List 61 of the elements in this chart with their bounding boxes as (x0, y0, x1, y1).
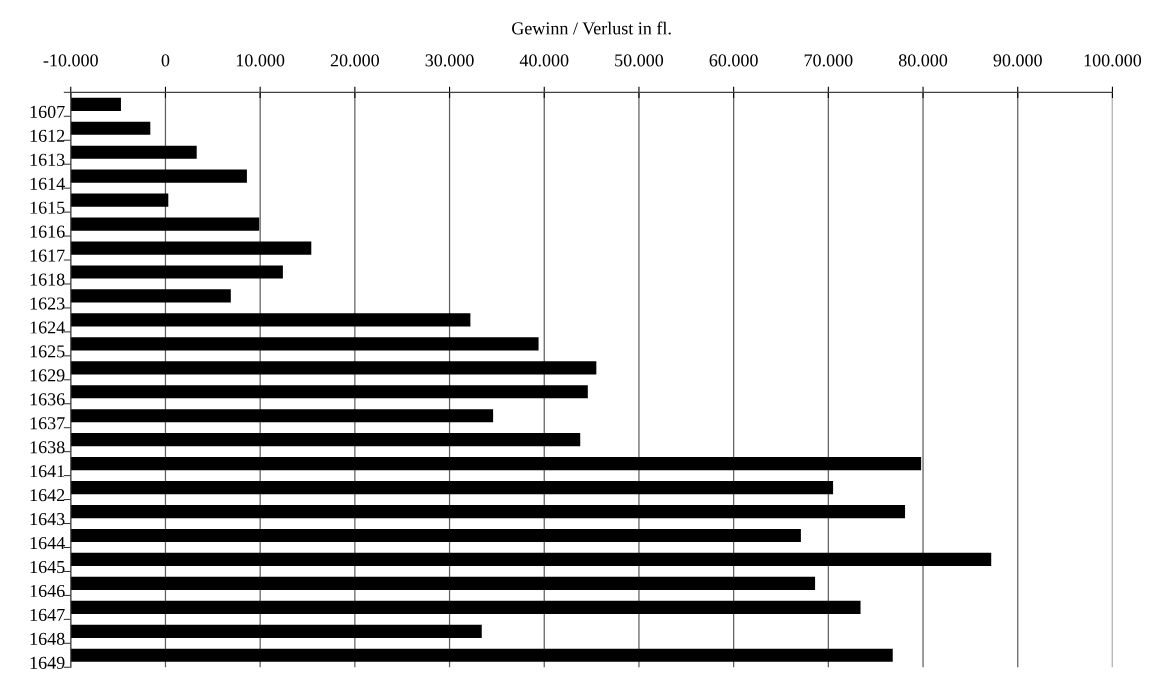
bar (70, 552, 992, 567)
bar (70, 337, 539, 351)
x-tick-label: 80.000 (898, 54, 948, 67)
y-tick-label: 1618 (30, 273, 65, 286)
y-tick-label: 1647 (30, 608, 65, 621)
bar (70, 409, 494, 423)
y-tick-label: 1642 (30, 489, 65, 502)
y-tick-label: 1623 (30, 297, 65, 310)
bar (70, 481, 834, 495)
bar (70, 265, 283, 279)
x-tick-label: -10.000 (43, 54, 98, 67)
bar (70, 385, 588, 399)
y-tick-label: 1644 (30, 537, 65, 550)
y-tick-label: 1607 (30, 105, 65, 118)
y-tick-label: 1615 (30, 201, 65, 214)
bar (70, 217, 260, 231)
x-tick-label: 70.000 (804, 54, 853, 67)
bar (70, 457, 922, 471)
y-tick-label: 1612 (30, 129, 65, 142)
bar (70, 600, 861, 614)
x-tick-label: 10.000 (236, 54, 285, 67)
bar (70, 624, 482, 638)
x-tick-label: 60.000 (709, 54, 758, 67)
y-tick-label: 1637 (30, 417, 65, 430)
bar (70, 313, 471, 327)
y-tick-label: 1613 (30, 153, 65, 166)
y-tick-label: 1625 (30, 345, 65, 358)
y-tick-label: 1643 (30, 513, 65, 526)
y-tick-label: 1616 (30, 225, 65, 238)
y-tick-label: 1617 (30, 249, 65, 262)
y-tick-label: 1645 (30, 560, 65, 574)
bar (70, 289, 231, 303)
y-tick-label: 1629 (30, 369, 65, 382)
y-tick-label: 1648 (30, 632, 65, 645)
x-axis-title: Gewinn / Verlust in fl. (512, 21, 671, 35)
x-tick-label: 90.000 (993, 54, 1042, 67)
x-tick-label: 20.000 (330, 54, 379, 67)
y-tick-label: 1624 (30, 321, 65, 334)
x-tick-label: 0 (161, 54, 170, 67)
bar (70, 169, 247, 183)
x-tick-label: 30.000 (425, 54, 474, 67)
y-tick-label: 1638 (30, 441, 65, 454)
bar (70, 241, 312, 255)
x-tick-label: 50.000 (615, 54, 664, 67)
bar (70, 97, 121, 111)
y-tick-label: 1614 (30, 177, 65, 190)
bar (70, 121, 151, 135)
x-tick-label: 100.000 (1084, 54, 1142, 67)
bar (70, 648, 893, 662)
bar (70, 528, 801, 543)
y-tick-label: 1641 (30, 465, 65, 478)
bar (70, 433, 581, 447)
y-tick-label: 1646 (30, 584, 65, 598)
bar (70, 361, 597, 375)
bar (70, 145, 197, 159)
bar (70, 193, 169, 207)
y-tick-label: 1649 (30, 656, 65, 669)
bar (70, 576, 816, 590)
y-tick-label: 1636 (30, 393, 65, 406)
bar (70, 504, 906, 519)
x-tick-label: 40.000 (519, 54, 569, 67)
